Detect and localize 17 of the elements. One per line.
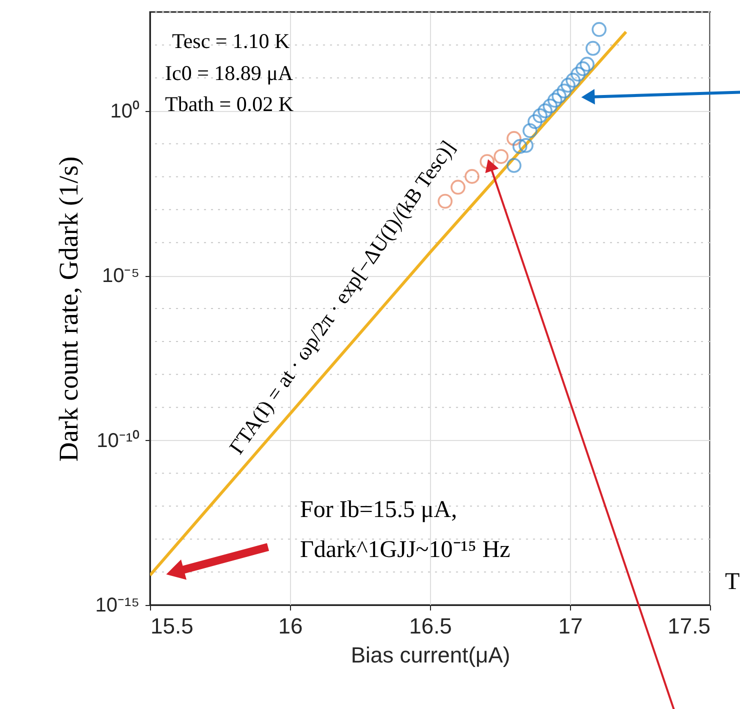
x-tick-label: 16 [278, 614, 303, 638]
x-axis-title: Bias current(μA) [350, 642, 510, 668]
annotation: Tesc = 1.10 K [172, 29, 290, 53]
y-axis-title: Dark count rate, Gdark (1/s) [53, 156, 84, 462]
x-tick-label: 17 [558, 614, 583, 638]
annotation: Ic0 = 18.89 μA [165, 61, 294, 85]
y-tick-label: 10⁰ [110, 99, 140, 122]
text: T [725, 569, 740, 595]
annotation: Tbath = 0.02 K [165, 92, 294, 116]
x-tick-label: 15.5 [150, 614, 194, 638]
annotation: Γdark^1GJJ~10⁻¹⁵ Hz [300, 537, 510, 563]
x-tick-label: 17.5 [668, 614, 710, 638]
y-tick-label: 10⁻¹⁰ [96, 428, 140, 452]
x-tick-label: 16.5 [409, 614, 452, 638]
annotation: For Ib=15.5 μA, [300, 497, 458, 523]
y-tick-label: 10⁻¹⁵ [95, 594, 140, 616]
y-tick-label: 10⁻⁵ [102, 265, 140, 288]
